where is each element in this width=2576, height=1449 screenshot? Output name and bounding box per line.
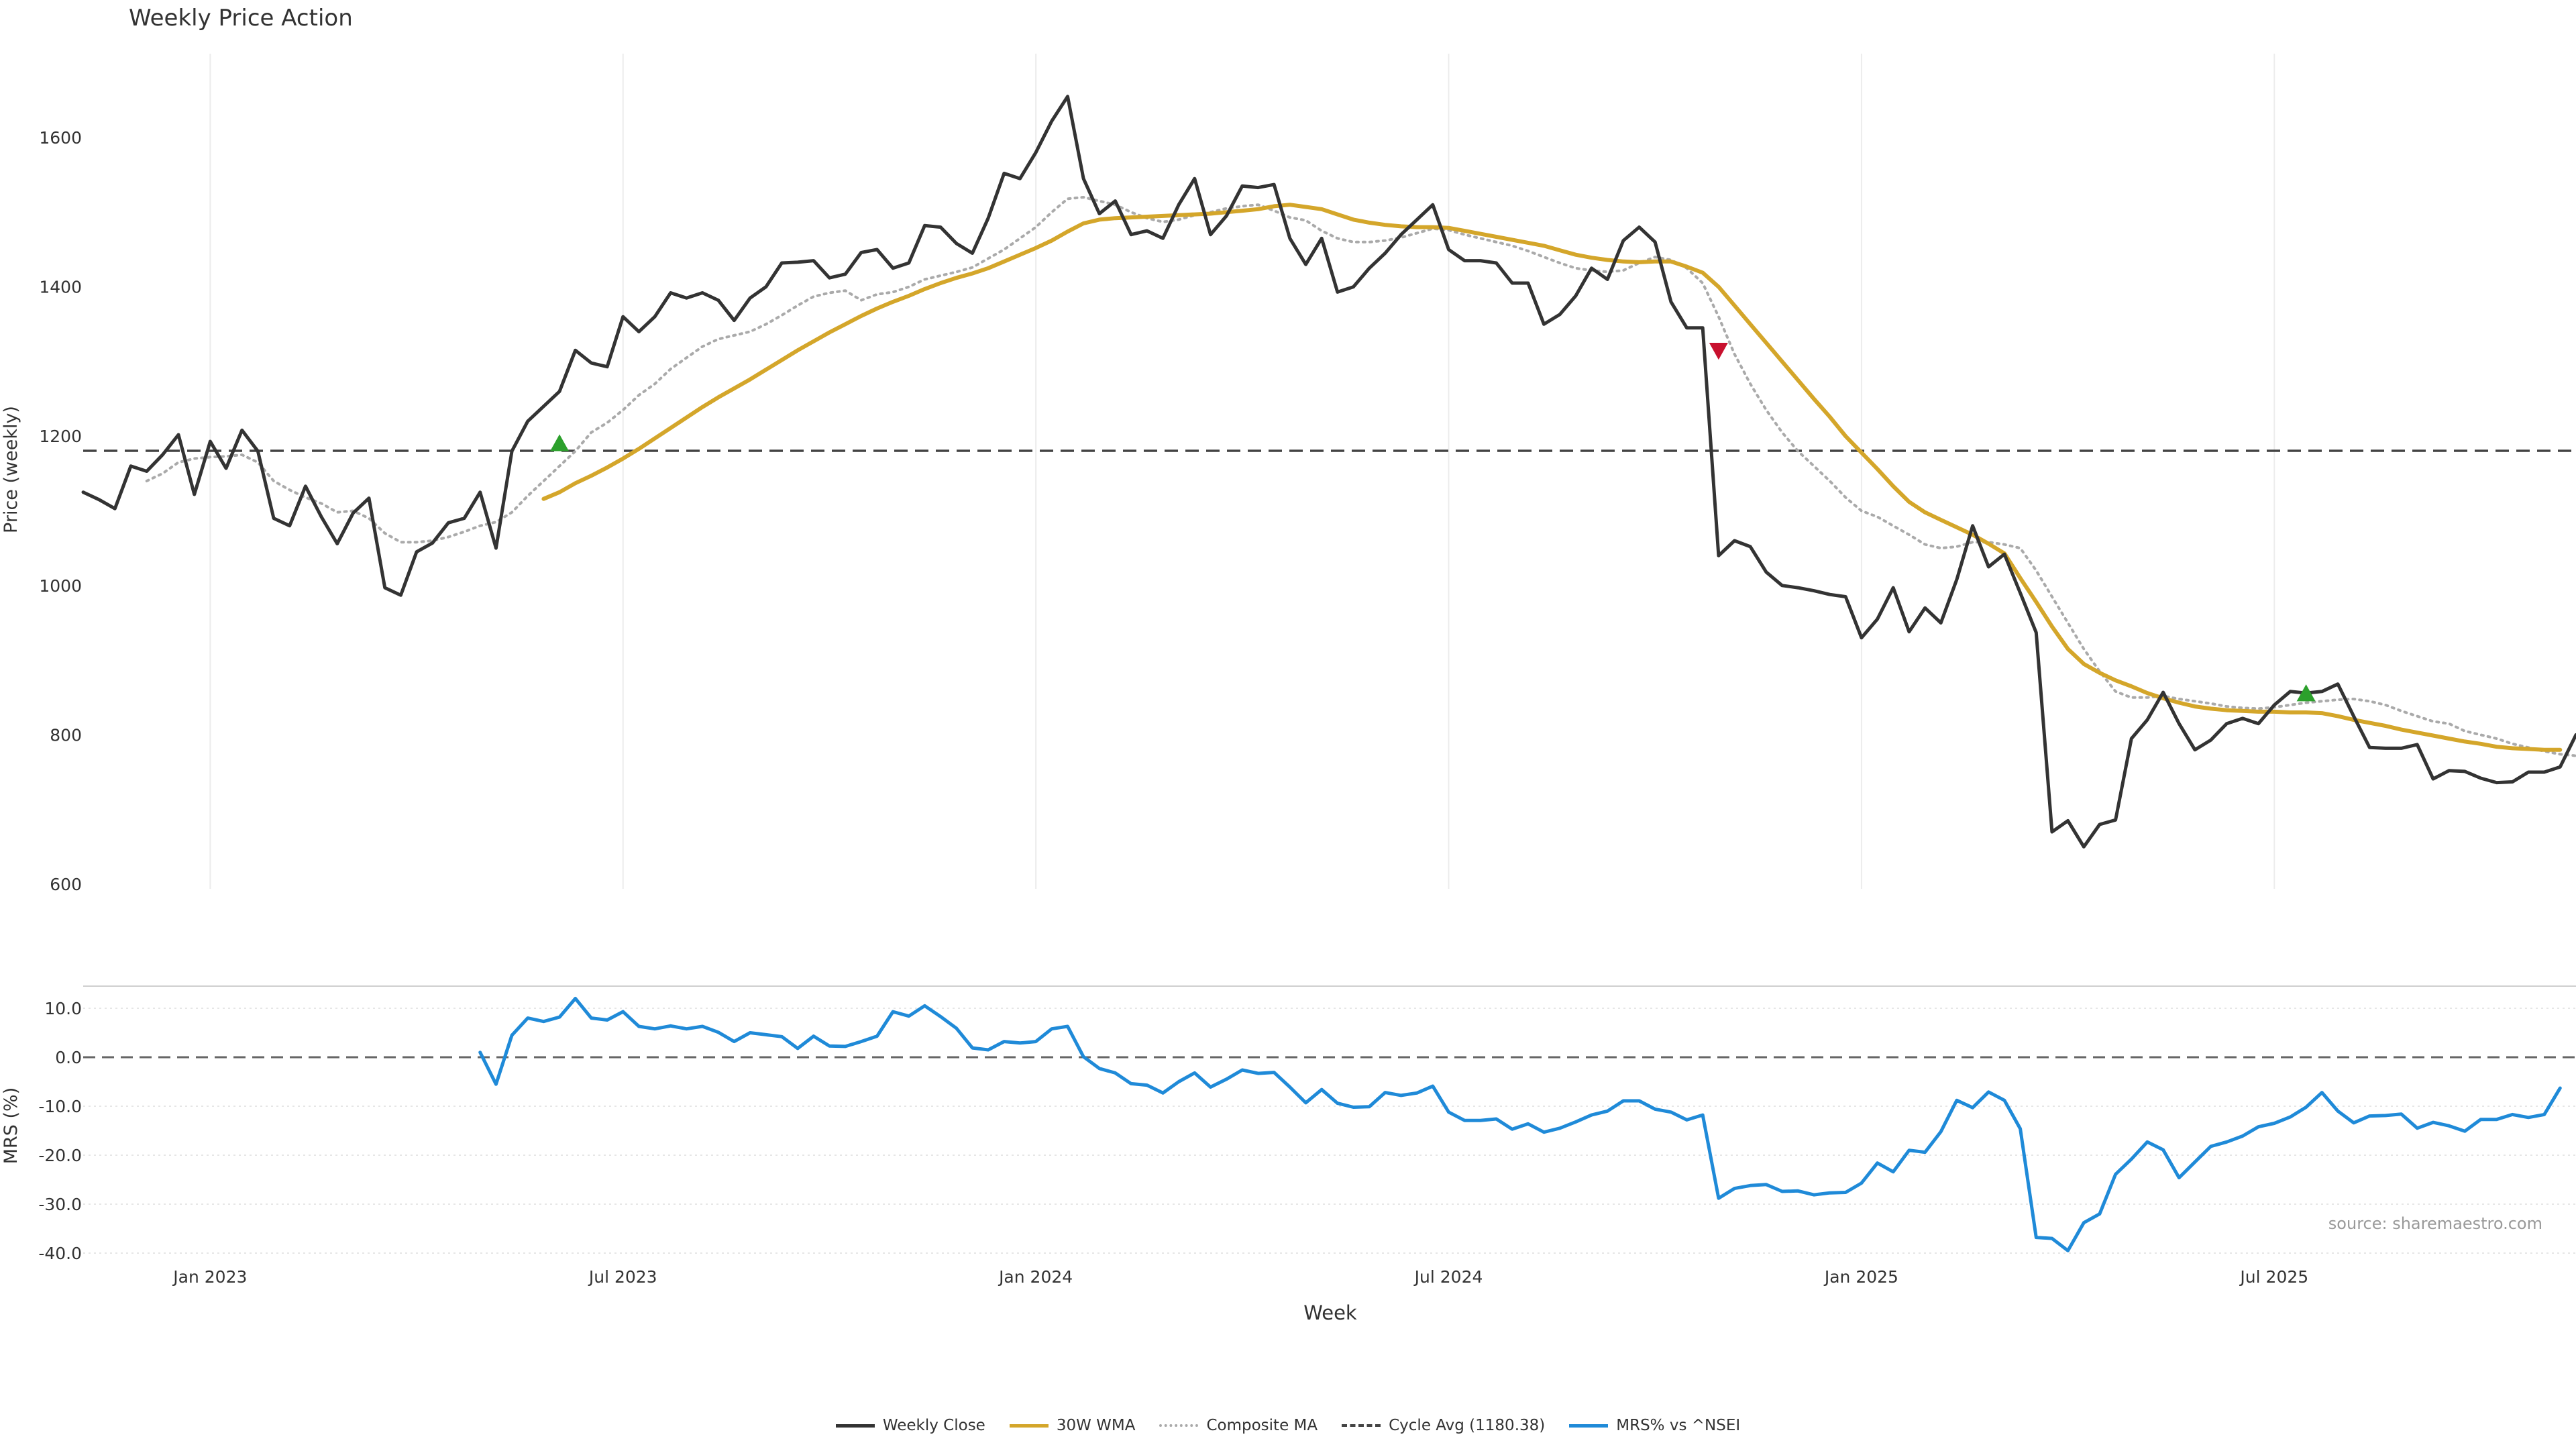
price-y-tick-label: 1200 bbox=[39, 427, 82, 446]
legend-item: Weekly Close bbox=[835, 1417, 985, 1434]
legend-item: 30W WMA bbox=[1009, 1417, 1136, 1434]
grid-layer bbox=[83, 54, 2576, 1254]
wma-30w-line bbox=[541, 203, 2563, 752]
legend-swatch bbox=[1569, 1424, 1609, 1428]
legend-swatch bbox=[1009, 1424, 1049, 1428]
legend-label: Weekly Close bbox=[882, 1417, 985, 1434]
composite-ma-line bbox=[145, 196, 2576, 757]
buy-signal-marker bbox=[2296, 684, 2316, 702]
legend-swatch bbox=[835, 1424, 875, 1428]
mrs-y-tick-label: -10.0 bbox=[38, 1097, 82, 1116]
chart-title: Weekly Price Action bbox=[129, 5, 353, 32]
price-y-tick-label: 1400 bbox=[39, 278, 82, 297]
price-y-tick-label: 1000 bbox=[39, 576, 82, 596]
buy-signal-marker bbox=[550, 434, 570, 451]
mrs-y-tick-label: -30.0 bbox=[38, 1195, 82, 1214]
legend-label: Cycle Avg (1180.38) bbox=[1389, 1417, 1546, 1434]
legend-label: Composite MA bbox=[1206, 1417, 1318, 1434]
legend-swatch bbox=[1159, 1424, 1199, 1427]
mrs-y-tick-label: 10.0 bbox=[44, 999, 82, 1018]
legend-label: 30W WMA bbox=[1056, 1417, 1136, 1434]
price-y-tick-label: 800 bbox=[50, 725, 82, 745]
sell-signal-marker bbox=[1709, 343, 1728, 360]
legend-item: MRS% vs ^NSEI bbox=[1569, 1417, 1740, 1434]
mrs-y-tick-label: -40.0 bbox=[38, 1244, 82, 1263]
price-y-tick-label: 1600 bbox=[39, 128, 82, 148]
legend-item: Composite MA bbox=[1159, 1417, 1318, 1434]
marker-layer bbox=[550, 343, 2316, 702]
mrs-line bbox=[478, 996, 2562, 1252]
source-note: source: sharemaestro.com bbox=[2328, 1214, 2542, 1233]
price-y-tick-label: 600 bbox=[50, 875, 82, 894]
x-tick-label: Jan 2025 bbox=[1823, 1267, 1898, 1287]
weekly-close-line bbox=[81, 95, 2576, 849]
mrs-y-tick-label: -20.0 bbox=[38, 1146, 82, 1165]
series-layer bbox=[81, 95, 2576, 1252]
x-tick-label: Jul 2025 bbox=[2239, 1267, 2308, 1287]
price-axis-label: Price (weekly) bbox=[1, 406, 21, 533]
legend-label: MRS% vs ^NSEI bbox=[1616, 1417, 1741, 1434]
text-layer: Weekly Price Action Price (weekly) MRS (… bbox=[1, 5, 2542, 1324]
mrs-y-tick-label: 0.0 bbox=[55, 1048, 82, 1067]
chart-legend: Weekly Close 30W WMA Composite MA Cycle Avg… bbox=[0, 1417, 2576, 1434]
legend-swatch bbox=[1342, 1424, 1381, 1427]
x-axis-label: Week bbox=[1303, 1301, 1357, 1324]
x-tick-label: Jul 2024 bbox=[1413, 1267, 1483, 1287]
x-tick-label: Jan 2023 bbox=[172, 1267, 247, 1287]
legend-item: Cycle Avg (1180.38) bbox=[1342, 1417, 1545, 1434]
x-tick-label: Jan 2024 bbox=[998, 1267, 1073, 1287]
mrs-axis-label: MRS (%) bbox=[1, 1087, 21, 1165]
x-tick-label: Jul 2023 bbox=[588, 1267, 657, 1287]
